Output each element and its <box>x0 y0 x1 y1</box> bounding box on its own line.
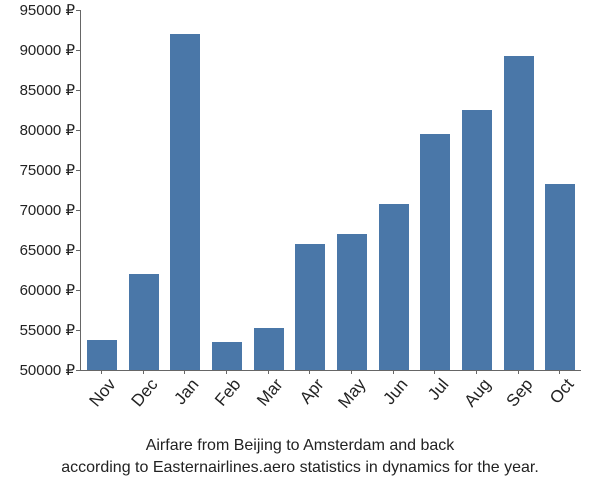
y-tick-label: 90000 ₽ <box>0 41 75 59</box>
y-tick-label: 70000 ₽ <box>0 201 75 219</box>
bar <box>87 340 117 370</box>
x-tick-mark <box>559 370 560 374</box>
x-tick-mark <box>226 370 227 374</box>
y-tick-label: 80000 ₽ <box>0 121 75 139</box>
x-tick-label: Aug <box>460 375 495 411</box>
x-tick-label: Nov <box>85 375 120 411</box>
bar <box>337 234 367 370</box>
y-tick-mark <box>76 210 80 211</box>
x-tick-mark <box>393 370 394 374</box>
y-tick-label: 65000 ₽ <box>0 241 75 259</box>
y-tick-mark <box>76 90 80 91</box>
x-tick-mark <box>351 370 352 374</box>
bar <box>254 328 284 370</box>
x-tick-label: Dec <box>127 375 162 411</box>
bar <box>129 274 159 370</box>
y-tick-mark <box>76 370 80 371</box>
x-tick-label: Apr <box>296 375 328 408</box>
bar <box>504 56 534 370</box>
chart-caption: Airfare from Beijing to Amsterdam and ba… <box>0 435 600 478</box>
x-tick-mark <box>184 370 185 374</box>
y-tick-label: 75000 ₽ <box>0 161 75 179</box>
x-tick-mark <box>476 370 477 374</box>
bar <box>295 244 325 370</box>
bar <box>545 184 575 370</box>
x-tick-label: Sep <box>502 375 537 411</box>
x-tick-label: Jan <box>171 375 204 409</box>
y-tick-mark <box>76 250 80 251</box>
x-tick-mark <box>518 370 519 374</box>
bar <box>379 204 409 370</box>
y-tick-mark <box>76 170 80 171</box>
x-tick-label: Feb <box>211 375 245 410</box>
y-tick-label: 50000 ₽ <box>0 361 75 379</box>
y-tick-label: 85000 ₽ <box>0 81 75 99</box>
x-tick-label: Mar <box>253 375 287 410</box>
y-tick-mark <box>76 10 80 11</box>
plot-area <box>80 10 581 371</box>
bar <box>420 134 450 370</box>
y-tick-label: 60000 ₽ <box>0 281 75 299</box>
y-tick-mark <box>76 330 80 331</box>
x-tick-mark <box>434 370 435 374</box>
y-tick-mark <box>76 290 80 291</box>
y-tick-mark <box>76 130 80 131</box>
y-tick-label: 95000 ₽ <box>0 1 75 19</box>
y-tick-label: 55000 ₽ <box>0 321 75 339</box>
caption-line-2: according to Easternairlines.aero statis… <box>61 459 539 476</box>
caption-line-1: Airfare from Beijing to Amsterdam and ba… <box>146 437 455 454</box>
x-tick-mark <box>143 370 144 374</box>
y-tick-mark <box>76 50 80 51</box>
bar <box>170 34 200 370</box>
x-tick-mark <box>268 370 269 374</box>
x-tick-label: May <box>334 375 370 412</box>
x-tick-label: Oct <box>546 375 578 408</box>
x-tick-mark <box>101 370 102 374</box>
x-tick-label: Jun <box>379 375 412 409</box>
bar <box>462 110 492 370</box>
x-tick-mark <box>309 370 310 374</box>
airfare-bar-chart: Airfare from Beijing to Amsterdam and ba… <box>0 0 600 500</box>
x-tick-label: Jul <box>424 375 453 405</box>
bar <box>212 342 242 370</box>
